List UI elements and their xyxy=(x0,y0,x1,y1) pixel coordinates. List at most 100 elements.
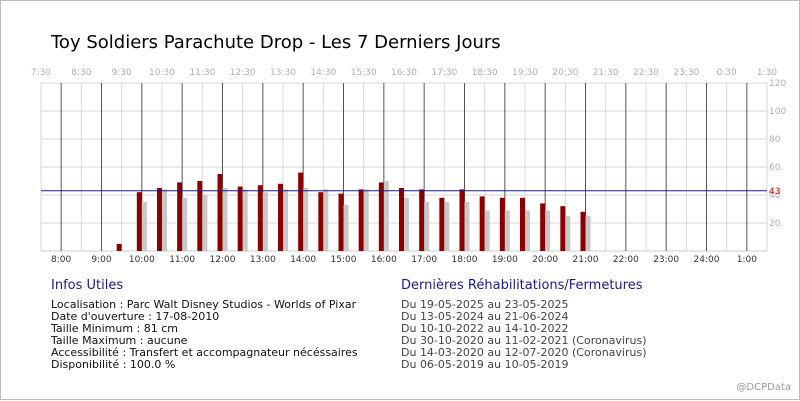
bottom-tick-label: 14:00 xyxy=(290,255,316,265)
bottom-tick-label: 23:00 xyxy=(653,255,679,265)
bar-secondary xyxy=(303,188,309,251)
bar-primary xyxy=(520,197,525,251)
top-tick-label: 15:30 xyxy=(351,68,377,78)
rehab-heading: Dernières Réhabilitations/Fermetures xyxy=(401,278,643,293)
bar-primary xyxy=(257,185,263,251)
top-tick-label: 0:30 xyxy=(717,68,737,78)
rehab-list: Du 19-05-2025 au 23-05-2025 Du 13-05-202… xyxy=(401,299,647,371)
bar-primary xyxy=(580,211,586,251)
bar-primary xyxy=(399,188,404,251)
bottom-tick-label: 11:00 xyxy=(169,255,195,265)
bar-secondary xyxy=(484,210,490,251)
top-tick-label: 13:30 xyxy=(270,68,296,78)
bar-secondary xyxy=(363,189,369,251)
bar-secondary xyxy=(262,192,268,251)
bottom-tick-label: 10:00 xyxy=(129,255,155,265)
bar-primary xyxy=(540,203,546,251)
bar-secondary xyxy=(182,197,188,251)
bar-secondary xyxy=(242,189,248,251)
info-line: Taille Minimum : 81 cm xyxy=(51,322,179,335)
rehab-line: Du 10-10-2022 au 14-10-2022 xyxy=(401,322,569,335)
bar-primary xyxy=(298,172,304,251)
bar-primary xyxy=(318,192,324,251)
bottom-tick-label: 19:00 xyxy=(492,255,518,265)
bar-primary xyxy=(358,189,364,251)
bar-primary xyxy=(197,181,203,251)
rehab-line: Du 19-05-2025 au 23-05-2025 xyxy=(401,298,569,311)
info-list: Localisation : Parc Walt Disney Studios … xyxy=(51,299,358,371)
bottom-tick-label: 21:00 xyxy=(573,255,599,265)
bottom-tick-label: 17:00 xyxy=(411,255,437,265)
top-tick-label: 17:30 xyxy=(431,68,457,78)
info-line: Accessibilité : Transfert et accompagnat… xyxy=(51,346,358,359)
bar-secondary xyxy=(283,189,288,251)
credit-label: @DCPData xyxy=(736,382,791,393)
y-tick-label: 20 xyxy=(769,219,781,229)
bar-primary xyxy=(419,189,425,251)
top-tick-label: 10:30 xyxy=(149,68,175,78)
info-line: Localisation : Parc Walt Disney Studios … xyxy=(51,298,357,311)
bar-primary xyxy=(278,183,283,251)
bar-secondary xyxy=(343,204,349,251)
info-line: Date d'ouverture : 17-08-2010 xyxy=(51,310,220,323)
chart-title: Toy Soldiers Parachute Drop - Les 7 Dern… xyxy=(51,32,501,53)
reference-line-label: 43 xyxy=(769,187,780,197)
rehab-line: Du 13-05-2024 au 21-06-2024 xyxy=(401,310,569,323)
bar-secondary xyxy=(222,188,228,251)
bar-secondary xyxy=(444,202,450,251)
top-tick-label: 22:30 xyxy=(633,68,659,78)
bar-secondary xyxy=(141,202,147,251)
top-tick-label: 19:30 xyxy=(512,68,538,78)
y-tick-label: 80 xyxy=(769,135,781,145)
bar-secondary xyxy=(424,202,430,251)
bar-secondary xyxy=(504,210,510,251)
bar-secondary xyxy=(525,210,530,251)
top-tick-label: 8:30 xyxy=(71,68,91,78)
bar-secondary xyxy=(162,189,167,251)
bar-secondary xyxy=(404,197,409,251)
info-line: Taille Maximum : aucune xyxy=(51,334,188,347)
top-tick-label: 14:30 xyxy=(310,68,336,78)
top-tick-label: 1:30 xyxy=(757,68,777,78)
bottom-tick-label: 1:00 xyxy=(737,255,757,265)
bottom-tick-label: 24:00 xyxy=(694,255,720,265)
bar-secondary xyxy=(323,189,329,251)
bottom-tick-label: 20:00 xyxy=(532,255,558,265)
bottom-tick-label: 18:00 xyxy=(452,255,478,265)
rehab-line: Du 06-05-2019 au 10-05-2019 xyxy=(401,358,569,371)
bar-secondary xyxy=(383,181,389,251)
bottom-tick-label: 13:00 xyxy=(250,255,276,265)
bottom-tick-label: 16:00 xyxy=(371,255,397,265)
bar-primary xyxy=(157,188,162,251)
y-tick-label: 100 xyxy=(769,107,786,117)
top-tick-label: 12:30 xyxy=(230,68,256,78)
bar-secondary xyxy=(585,216,591,251)
bar-primary xyxy=(560,206,566,251)
top-tick-label: 18:30 xyxy=(472,68,498,78)
bar-primary xyxy=(439,197,445,251)
bottom-tick-label: 15:00 xyxy=(331,255,357,265)
bar-primary xyxy=(499,197,505,251)
top-tick-label: 16:30 xyxy=(391,68,417,78)
info-line: Disponibilité : 100.0 % xyxy=(51,358,176,371)
rehab-line: Du 30-10-2020 au 11-02-2021 (Coronavirus… xyxy=(401,334,647,347)
bar-primary xyxy=(217,174,223,251)
y-tick-label: 40 xyxy=(769,191,781,201)
rehab-line: Du 14-03-2020 au 12-07-2020 (Coronavirus… xyxy=(401,346,647,359)
bar-primary xyxy=(459,189,465,251)
bar-secondary xyxy=(202,195,208,251)
top-tick-label: 11:30 xyxy=(189,68,215,78)
bar-primary xyxy=(136,192,142,251)
bar-primary xyxy=(378,182,384,251)
top-tick-label: 21:30 xyxy=(593,68,619,78)
bar-primary xyxy=(116,244,122,251)
bar-secondary xyxy=(545,210,551,251)
info-heading: Infos Utiles xyxy=(51,278,124,293)
bottom-tick-label: 12:00 xyxy=(210,255,236,265)
bar-primary xyxy=(479,196,485,251)
y-tick-label: 120 xyxy=(769,79,786,89)
bar-primary xyxy=(177,182,183,251)
bottom-tick-label: 22:00 xyxy=(613,255,639,265)
